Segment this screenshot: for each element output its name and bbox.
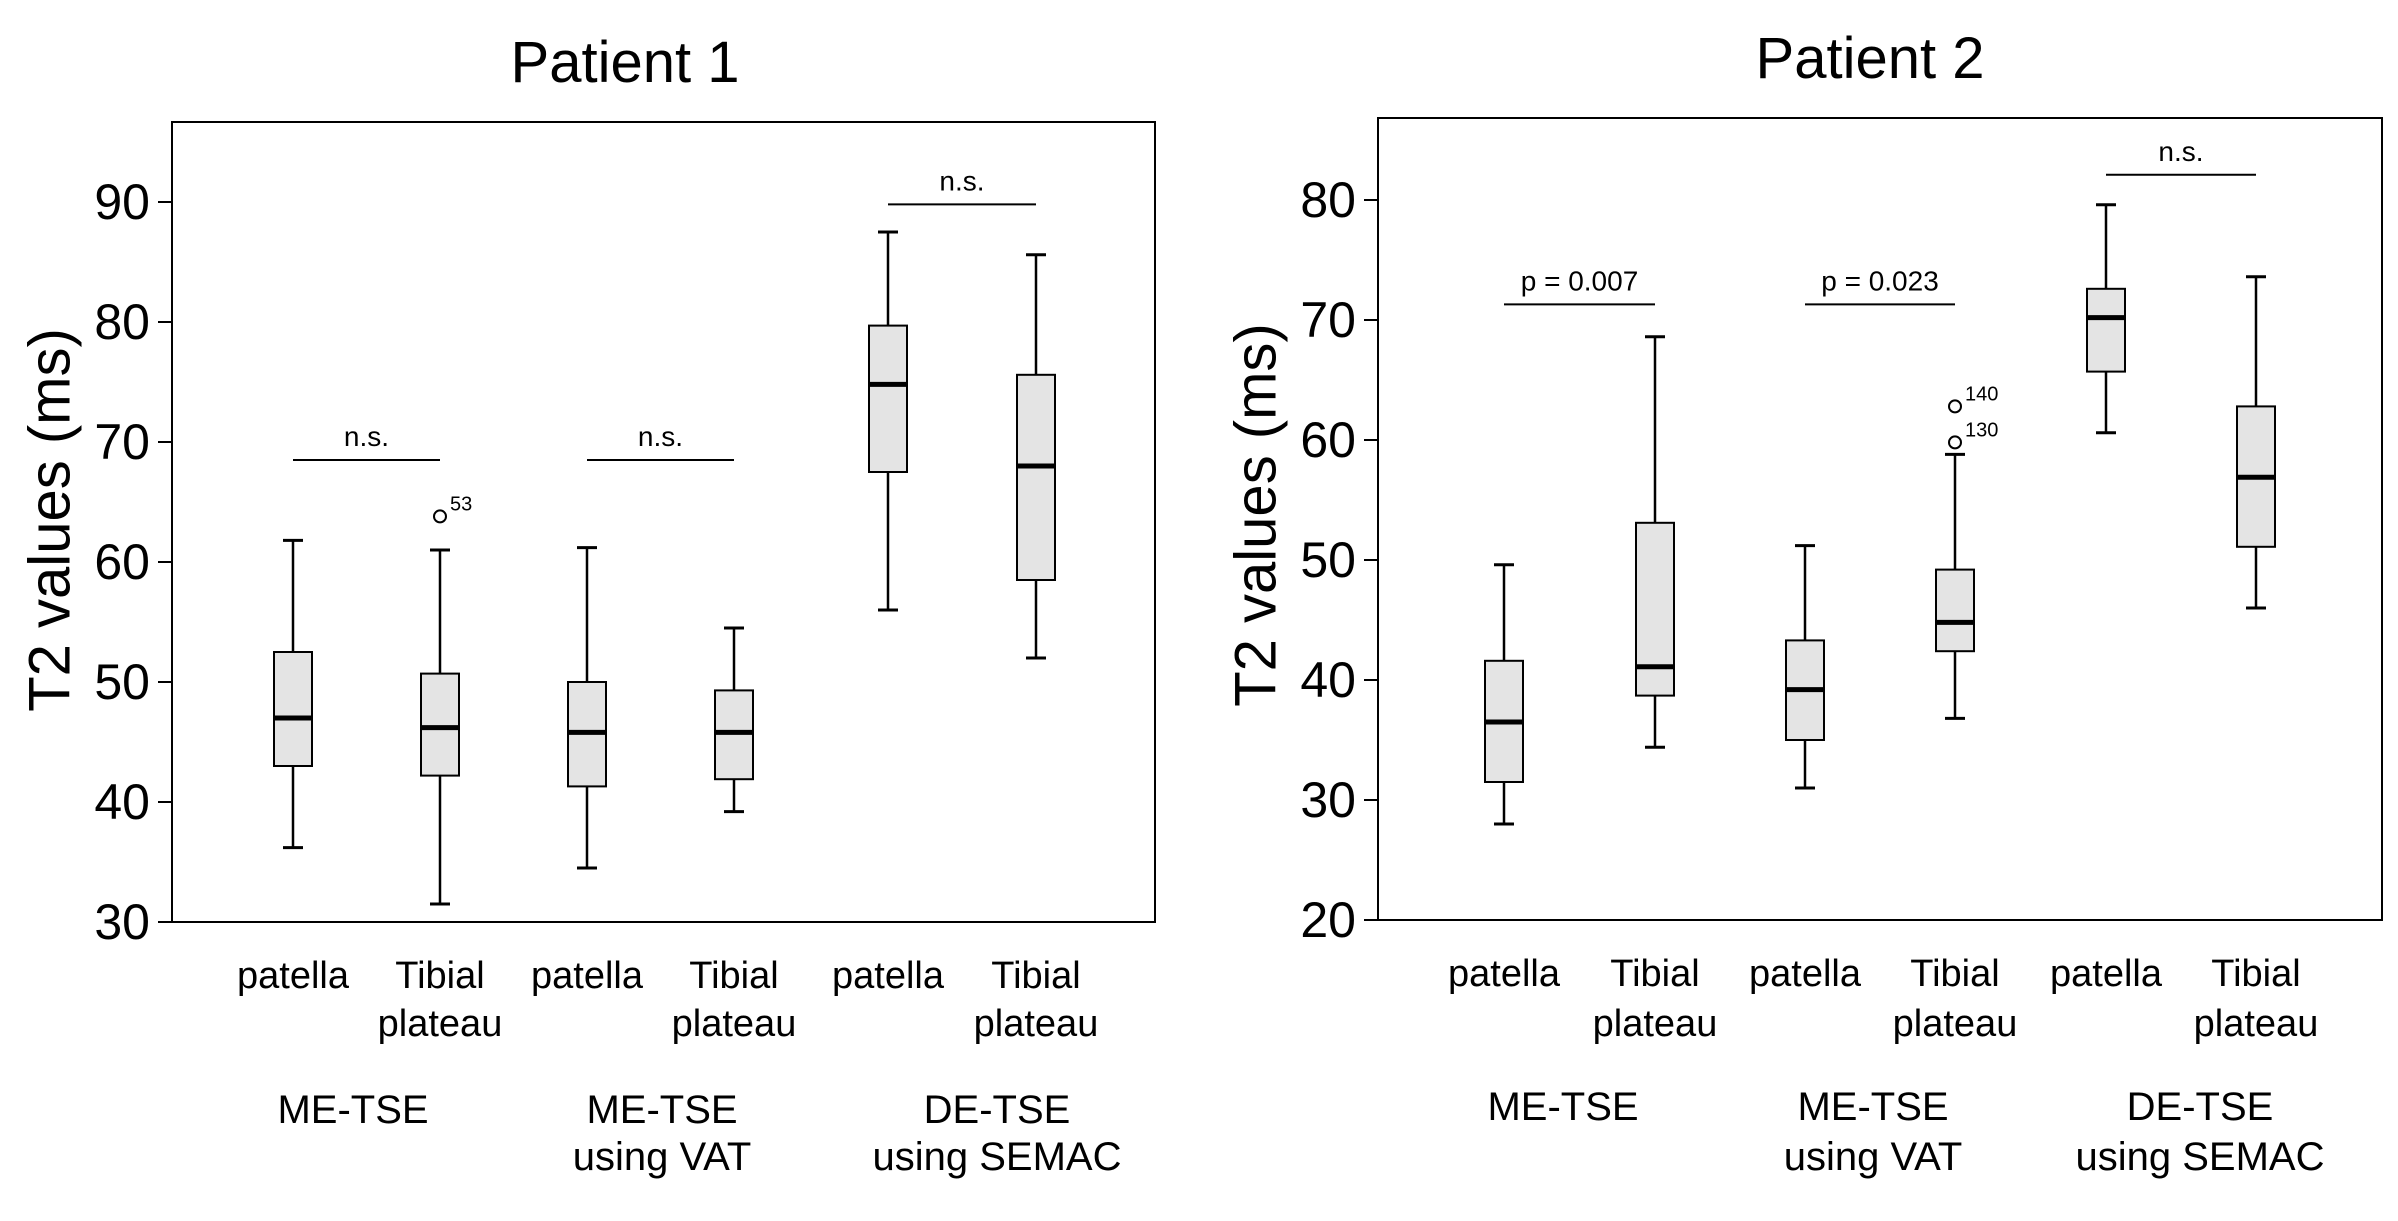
box-iqr	[1635, 521, 1675, 697]
outlier-label: 53	[450, 493, 472, 515]
y-tick-label: 50	[94, 654, 150, 710]
box-3	[1785, 544, 1825, 790]
x-category-label: Tibial	[991, 955, 1080, 997]
x-category-label: patella	[832, 955, 945, 997]
y-tick-label: 90	[94, 174, 150, 230]
box-1	[273, 538, 313, 850]
box-1	[1484, 563, 1524, 826]
y-axis-label: T2 values (ms)	[18, 328, 83, 712]
outlier-point	[433, 509, 447, 524]
y-tick-label: 80	[1300, 172, 1356, 228]
box-iqr	[420, 672, 460, 777]
y-tick-label: 80	[94, 294, 150, 350]
box-4: 140 130	[1935, 383, 1998, 720]
significance-label: n.s.	[638, 421, 683, 452]
x-category-label: plateau	[2194, 1003, 2319, 1045]
x-category-label: plateau	[1593, 1003, 1718, 1045]
box-5	[2086, 203, 2126, 435]
x-group-label: DE-TSE	[924, 1088, 1071, 1132]
box-iqr	[1016, 373, 1056, 581]
x-category-label: plateau	[672, 1003, 797, 1045]
significance-label: n.s.	[939, 165, 984, 196]
y-tick-label: 60	[1300, 412, 1356, 468]
box-2: 53	[420, 493, 472, 906]
y-tick-label: 60	[94, 534, 150, 590]
x-category-label: plateau	[1893, 1003, 2018, 1045]
x-category-label: Tibial	[395, 955, 484, 997]
x-category-label: Tibial	[2211, 953, 2300, 995]
x-group-label: ME-TSE	[1797, 1085, 1948, 1129]
chart-panel-1: Patient 1 T2 values (ms) 30 40 50 60 70 80 90 53 n…	[18, 30, 1156, 1179]
box-3	[567, 546, 607, 870]
box-iqr	[2086, 287, 2126, 373]
y-tick-label: 20	[1300, 892, 1356, 948]
x-category-label: Tibial	[1910, 953, 1999, 995]
significance-label: p = 0.023	[1821, 265, 1939, 296]
x-group-label: DE-TSE	[2127, 1085, 2274, 1129]
outlier-point	[1948, 399, 1962, 414]
chart-title: Patient 1	[511, 30, 740, 95]
y-tick-label: 40	[94, 774, 150, 830]
y-tick-label: 40	[1300, 652, 1356, 708]
y-axis-label: T2 values (ms)	[1224, 323, 1289, 707]
x-group-label: using VAT	[573, 1135, 752, 1179]
outlier-point	[1948, 435, 1962, 450]
x-category-label: patella	[2050, 953, 2163, 995]
y-tick-label: 70	[94, 414, 150, 470]
significance-label: n.s.	[2158, 136, 2203, 167]
box-6	[2236, 275, 2276, 610]
significance-label: p = 0.007	[1521, 265, 1639, 296]
box-6	[1016, 253, 1056, 660]
x-category-label: plateau	[974, 1003, 1099, 1045]
box-iqr	[1935, 568, 1975, 653]
chart-title: Patient 2	[1756, 26, 1985, 91]
box-iqr	[868, 324, 908, 473]
x-group-label: ME-TSE	[1487, 1085, 1638, 1129]
y-tick-label: 70	[1300, 292, 1356, 348]
plot-frame	[1377, 117, 2383, 921]
x-group-label: ME-TSE	[277, 1088, 428, 1132]
outlier-label: 130	[1965, 419, 1998, 441]
y-tick-label: 50	[1300, 532, 1356, 588]
box-4	[714, 626, 754, 814]
outlier-label: 140	[1965, 383, 1998, 405]
box-5	[868, 230, 908, 612]
x-group-label: using SEMAC	[2076, 1135, 2325, 1179]
x-group-label: using VAT	[1784, 1135, 1963, 1179]
x-group-label: using SEMAC	[873, 1135, 1122, 1179]
x-category-label: patella	[1448, 953, 1561, 995]
x-category-label: patella	[237, 955, 350, 997]
chart-panel-2: Patient 2 T2 values (ms) 20 30 40 50 60 70 80 140…	[1224, 26, 2383, 1179]
y-tick-label: 30	[1300, 772, 1356, 828]
box-2	[1635, 335, 1675, 749]
x-category-label: patella	[1749, 953, 1862, 995]
y-tick-label: 30	[94, 894, 150, 950]
x-category-label: patella	[531, 955, 644, 997]
x-category-label: Tibial	[1610, 953, 1699, 995]
plot-frame	[171, 121, 1156, 923]
x-group-label: ME-TSE	[586, 1088, 737, 1132]
significance-label: n.s.	[344, 421, 389, 452]
box-iqr	[273, 651, 313, 767]
x-category-label: plateau	[378, 1003, 503, 1045]
x-category-label: Tibial	[689, 955, 778, 997]
